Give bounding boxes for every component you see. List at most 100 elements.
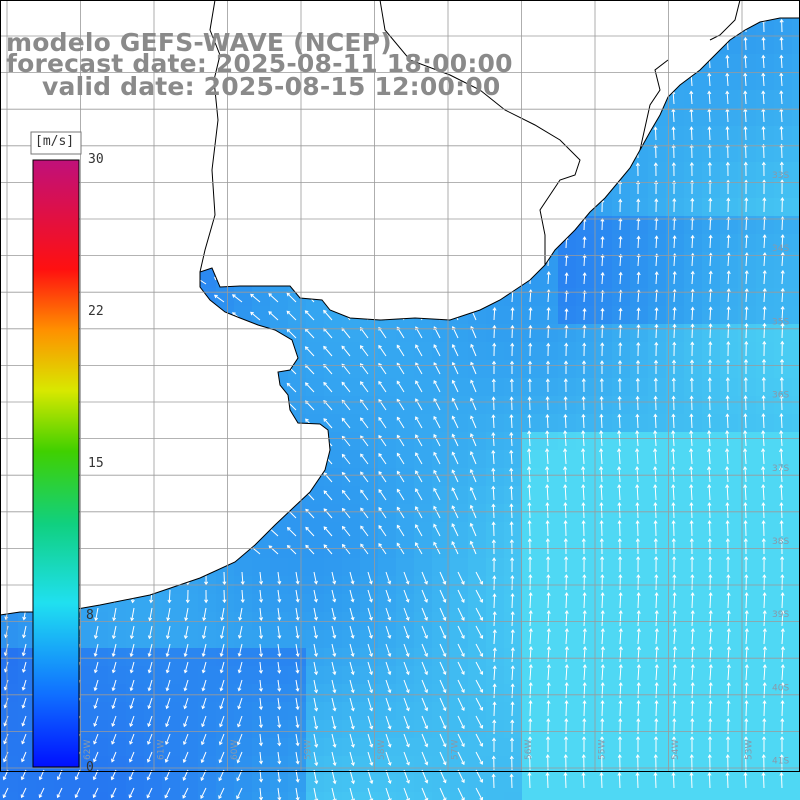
wind-arrow: [349, 571, 355, 585]
wind-arrow: [690, 664, 695, 681]
wind-cell: [432, 450, 451, 469]
wind-arrow: [360, 489, 369, 501]
wind-arrow: [295, 571, 300, 585]
colorbar-tick-22: 22: [88, 304, 104, 319]
wind-cell: [540, 648, 559, 667]
wind-cell: [630, 666, 649, 685]
wind-cell: [630, 180, 649, 199]
wind-cell: [684, 324, 703, 343]
wind-arrow: [349, 607, 355, 621]
wind-cell: [792, 504, 800, 523]
wind-arrow: [286, 292, 297, 303]
wind-cell: [738, 468, 757, 487]
wind-cell: [576, 540, 595, 559]
wind-arrow: [654, 682, 659, 699]
wind-arrow: [780, 700, 785, 717]
wind-arrow: [707, 126, 712, 141]
wind-cell: [558, 432, 577, 451]
wind-cell: [648, 180, 667, 199]
wind-arrow: [129, 625, 135, 640]
wind-arrow: [564, 700, 569, 717]
wind-cell: [0, 630, 19, 649]
wind-arrow: [475, 769, 484, 783]
wind-cell: [702, 162, 721, 181]
wind-cell: [486, 630, 505, 649]
wind-cell: [792, 342, 800, 361]
wind-cell: [450, 594, 469, 613]
wind-cell: [792, 126, 800, 145]
wind-arrow: [617, 413, 622, 429]
wind-cell: [342, 720, 361, 739]
wind-cell: [612, 378, 631, 397]
wind-cell: [612, 684, 631, 703]
wind-arrow: [708, 628, 713, 645]
wind-cell: [774, 90, 793, 109]
wind-cell: [576, 450, 595, 469]
wind-arrow: [110, 787, 117, 799]
wind-arrow: [564, 682, 569, 699]
wind-arrow: [349, 715, 355, 730]
wind-cell: [576, 504, 595, 523]
wind-arrow: [527, 360, 533, 374]
wind-arrow: [509, 773, 514, 789]
wind-cell: [684, 216, 703, 235]
wind-cell: [504, 486, 523, 505]
wind-cell: [414, 630, 433, 649]
border-line: [639, 59, 669, 151]
wind-cell: [648, 378, 667, 397]
wind-cell: [774, 144, 793, 163]
wind-cell: [522, 666, 541, 685]
wind-cell: [468, 702, 487, 721]
wind-cell: [612, 288, 631, 307]
wind-cell: [504, 594, 523, 613]
wind-cell: [558, 486, 577, 505]
wind-arrow: [671, 359, 677, 374]
wind-arrow: [743, 772, 748, 789]
wind-cell: [468, 342, 487, 361]
wind-arrow: [672, 628, 677, 645]
wind-cell: [432, 522, 451, 541]
wind-arrow: [599, 484, 604, 501]
wind-cell: [774, 180, 793, 199]
wind-cell: [360, 648, 379, 667]
wind-cell: [756, 414, 775, 433]
wind-cell: [684, 180, 703, 199]
wind-cell: [522, 306, 541, 325]
wind-arrow: [111, 643, 117, 658]
wind-arrow: [545, 396, 550, 411]
wind-cell: [702, 144, 721, 163]
wind-cell: [684, 558, 703, 577]
wind-cell: [702, 540, 721, 559]
wind-arrow: [304, 310, 315, 321]
wind-arrow: [581, 520, 586, 537]
wind-arrow: [129, 661, 135, 674]
wind-cell: [612, 792, 631, 800]
wind-arrow: [367, 571, 373, 585]
wind-cell: [684, 234, 703, 253]
wind-cell: [738, 378, 757, 397]
wind-cell: [396, 360, 415, 379]
wind-cell: [468, 540, 487, 559]
wind-arrow: [433, 397, 441, 411]
wind-cell: [630, 234, 649, 253]
wind-arrow: [415, 452, 423, 465]
wind-cell: [180, 774, 199, 793]
wind-cell: [792, 306, 800, 325]
wind-arrow: [563, 754, 568, 771]
wind-cell: [720, 90, 739, 109]
wind-cell: [0, 702, 19, 721]
wind-arrow: [707, 395, 712, 411]
wind-cell: [774, 738, 793, 757]
wind-cell: [0, 666, 19, 685]
wind-cell: [468, 450, 487, 469]
wind-arrow: [183, 697, 189, 710]
wind-arrow: [545, 466, 550, 483]
wind-arrow: [510, 306, 515, 321]
wind-arrow: [780, 556, 785, 573]
wind-arrow: [491, 378, 496, 393]
wind-cell: [324, 522, 343, 541]
wind-cell: [540, 270, 559, 289]
wind-arrow: [599, 520, 604, 537]
wind-arrow: [779, 736, 785, 752]
wind-arrow: [743, 143, 748, 159]
